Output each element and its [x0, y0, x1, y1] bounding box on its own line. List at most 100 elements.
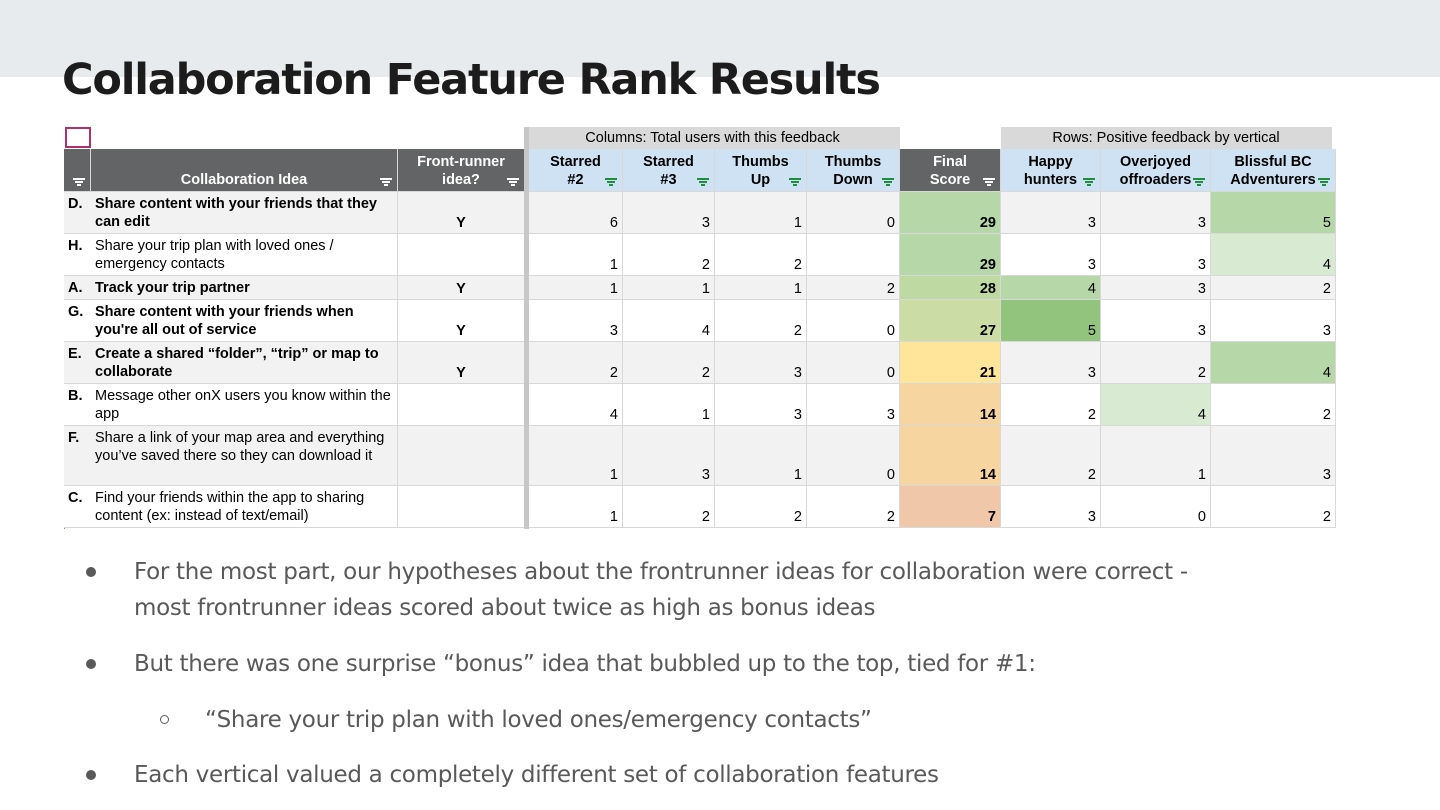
cell-happy[interactable]: 4: [1001, 276, 1101, 300]
cell-overjoyed[interactable]: 2: [1101, 342, 1211, 384]
column-header-idea[interactable]: Collaboration Idea: [91, 149, 398, 192]
idea-cell[interactable]: B. Message other onX users you know withi…: [64, 384, 398, 426]
filter-icon[interactable]: [73, 178, 85, 186]
cell-starred2[interactable]: 1: [529, 486, 623, 528]
cell-overjoyed[interactable]: 3: [1101, 234, 1211, 276]
cell-starred2[interactable]: 4: [529, 384, 623, 426]
filter-icon[interactable]: [789, 178, 801, 186]
cell-starred2[interactable]: 6: [529, 192, 623, 234]
cell-thumbs_down[interactable]: 3: [807, 384, 900, 426]
cell-happy[interactable]: 3: [1001, 342, 1101, 384]
cell-final[interactable]: 21: [900, 342, 1001, 384]
idea-cell[interactable]: E. Create a shared “folder”, “trip” or ma…: [64, 342, 398, 384]
cell-starred3[interactable]: 2: [623, 342, 715, 384]
cell-happy[interactable]: 2: [1001, 384, 1101, 426]
cell-thumbs_up[interactable]: 3: [715, 384, 807, 426]
idea-cell[interactable]: A. Track your trip partner: [64, 276, 398, 300]
cell-frontrunner[interactable]: Y: [398, 342, 525, 384]
idea-cell[interactable]: D. Share content with your friends that t…: [64, 192, 398, 234]
cell-frontrunner[interactable]: Y: [398, 192, 525, 234]
cell-frontrunner[interactable]: [398, 426, 525, 486]
cell-blissful[interactable]: 4: [1211, 342, 1336, 384]
cell-blissful[interactable]: 3: [1211, 426, 1336, 486]
idea-cell[interactable]: F. Share a link of your map area and ever…: [64, 426, 398, 486]
cell-frontrunner[interactable]: [398, 486, 525, 528]
cell-thumbs_up[interactable]: 2: [715, 300, 807, 342]
cell-starred2[interactable]: 1: [529, 276, 623, 300]
cell-final[interactable]: 27: [900, 300, 1001, 342]
column-header-overjoyed[interactable]: Overjoyed offroaders: [1101, 149, 1211, 192]
cell-starred2[interactable]: 2: [529, 342, 623, 384]
cell-starred3[interactable]: 1: [623, 384, 715, 426]
cell-happy[interactable]: 3: [1001, 192, 1101, 234]
cell-frontrunner[interactable]: [398, 384, 525, 426]
cell-blissful[interactable]: 5: [1211, 192, 1336, 234]
cell-starred3[interactable]: 3: [623, 426, 715, 486]
cell-happy[interactable]: 5: [1001, 300, 1101, 342]
cell-starred3[interactable]: 2: [623, 486, 715, 528]
cell-thumbs_down[interactable]: 0: [807, 426, 900, 486]
cell-thumbs_up[interactable]: 1: [715, 192, 807, 234]
cell-frontrunner[interactable]: Y: [398, 300, 525, 342]
cell-frontrunner[interactable]: Y: [398, 276, 525, 300]
cell-starred3[interactable]: 4: [623, 300, 715, 342]
cell-thumbs_down[interactable]: 0: [807, 300, 900, 342]
filter-icon[interactable]: [882, 178, 894, 186]
filter-icon[interactable]: [697, 178, 709, 186]
filter-icon[interactable]: [1083, 178, 1095, 186]
cell-happy[interactable]: 3: [1001, 234, 1101, 276]
cell-overjoyed[interactable]: 1: [1101, 426, 1211, 486]
cell-thumbs_down[interactable]: 0: [807, 342, 900, 384]
cell-thumbs_down[interactable]: 2: [807, 486, 900, 528]
filter-icon[interactable]: [605, 178, 617, 186]
cell-happy[interactable]: 2: [1001, 426, 1101, 486]
cell-thumbs_down[interactable]: 2: [807, 276, 900, 300]
cell-thumbs_up[interactable]: 2: [715, 234, 807, 276]
cell-blissful[interactable]: 4: [1211, 234, 1336, 276]
cell-starred3[interactable]: 3: [623, 192, 715, 234]
cell-happy[interactable]: 3: [1001, 486, 1101, 528]
column-header-starred3[interactable]: Starred #3: [623, 149, 715, 192]
idea-cell[interactable]: H. Share your trip plan with loved ones /…: [64, 234, 398, 276]
column-header-frontrunner[interactable]: Front-runner idea?: [398, 149, 525, 192]
cell-blissful[interactable]: 2: [1211, 276, 1336, 300]
cell-final[interactable]: 28: [900, 276, 1001, 300]
cell-overjoyed[interactable]: 3: [1101, 300, 1211, 342]
cell-blissful[interactable]: 3: [1211, 300, 1336, 342]
cell-thumbs_up[interactable]: 2: [715, 486, 807, 528]
filter-icon[interactable]: [507, 178, 519, 186]
cell-starred3[interactable]: 2: [623, 234, 715, 276]
cell-thumbs_up[interactable]: 1: [715, 276, 807, 300]
cell-thumbs_down[interactable]: 0: [807, 192, 900, 234]
cell-overjoyed[interactable]: 0: [1101, 486, 1211, 528]
filter-icon[interactable]: [1193, 178, 1205, 186]
cell-starred2[interactable]: 1: [529, 234, 623, 276]
column-header-blissful[interactable]: Blissful BC Adventurers: [1211, 149, 1336, 192]
frozen-column-divider[interactable]: [524, 127, 529, 529]
cell-overjoyed[interactable]: 4: [1101, 384, 1211, 426]
cell-final[interactable]: 29: [900, 234, 1001, 276]
cell-thumbs_up[interactable]: 3: [715, 342, 807, 384]
filter-icon[interactable]: [380, 178, 392, 186]
cell-frontrunner[interactable]: [398, 234, 525, 276]
column-header-thumbs_down[interactable]: Thumbs Down: [807, 149, 900, 192]
cell-blissful[interactable]: 2: [1211, 384, 1336, 426]
cell-thumbs_down[interactable]: [807, 234, 900, 276]
cell-starred2[interactable]: 3: [529, 300, 623, 342]
cell-final[interactable]: 14: [900, 426, 1001, 486]
idea-cell[interactable]: C. Find your friends within the app to sh…: [64, 486, 398, 528]
cell-overjoyed[interactable]: 3: [1101, 192, 1211, 234]
cell-starred2[interactable]: 1: [529, 426, 623, 486]
filter-icon[interactable]: [1318, 178, 1330, 186]
cell-blissful[interactable]: 2: [1211, 486, 1336, 528]
cell-thumbs_up[interactable]: 1: [715, 426, 807, 486]
idea-cell[interactable]: G. Share content with your friends when y…: [64, 300, 398, 342]
cell-starred3[interactable]: 1: [623, 276, 715, 300]
cell-final[interactable]: 29: [900, 192, 1001, 234]
column-header-final[interactable]: Final Score: [900, 149, 1001, 192]
cell-final[interactable]: 14: [900, 384, 1001, 426]
cell-overjoyed[interactable]: 3: [1101, 276, 1211, 300]
filter-icon[interactable]: [983, 178, 995, 186]
column-header-thumbs_up[interactable]: Thumbs Up: [715, 149, 807, 192]
cell-final[interactable]: 7: [900, 486, 1001, 528]
